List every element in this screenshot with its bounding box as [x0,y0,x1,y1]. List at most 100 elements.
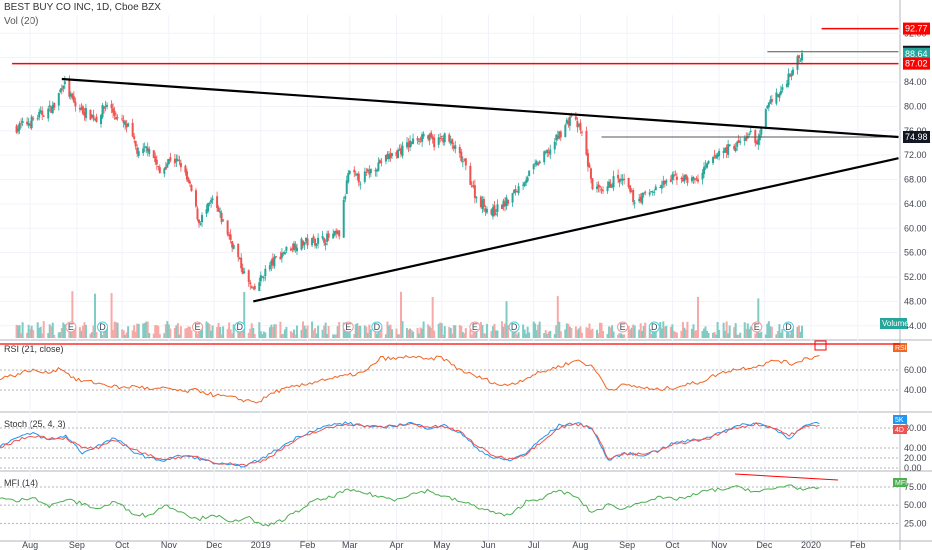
event-marker-label: E [194,322,200,332]
candle-body [484,208,487,212]
candle-body [90,114,93,118]
volume-bar [674,332,677,338]
candle-body [357,173,360,183]
volume-bar [228,322,231,338]
candle-body [674,174,677,176]
candle-body [32,118,35,120]
volume-bar [187,326,190,338]
volume-bar [770,326,773,338]
volume-bar [68,331,71,338]
volume-bar [796,326,799,338]
candle-body [410,141,413,145]
volume-bar [439,322,442,338]
triangle-trendline [61,77,899,139]
candle-body [579,122,582,131]
candle-body [262,277,265,279]
volume-bar [262,331,265,338]
candle-body [522,184,525,186]
candle-body [142,148,145,154]
volume-bar [166,321,169,338]
candle-body [743,138,746,141]
volume-bar [300,329,303,338]
volume-bar [523,329,526,338]
volume-bar [507,325,510,338]
volume-bar [778,324,781,338]
volume-bar [74,328,77,338]
volume-bar [366,333,369,338]
volume-bar [461,332,464,338]
volume-bar [651,331,654,338]
volume-bar [264,332,267,338]
volume-bar [133,325,136,338]
candle-body [83,112,86,116]
candle-body [779,90,782,95]
candle-body [491,207,494,217]
volume-bar [279,321,282,338]
candle-body [781,87,784,90]
candle-body [356,173,359,176]
volume-bar [27,324,30,338]
candle-body [51,104,54,113]
volume-bar [104,325,107,338]
volume-bar [231,333,234,338]
volume-bar [683,327,686,338]
volume-bar [418,333,421,338]
candle-body [481,200,484,210]
candle-body [787,73,790,86]
candle-body [68,80,71,97]
candle-body [764,109,767,129]
volume-bar [443,326,446,338]
candle-body [567,121,570,125]
volume-bar [513,331,516,338]
candle-body [412,138,415,144]
volume-bar [537,324,540,338]
candle-body [110,104,113,109]
stoch-d-label: 4D [895,427,904,434]
candle-body [618,178,621,183]
candle-body [558,131,561,139]
candle-body [302,240,305,246]
stoch-pane-title: Stoch (25, 4, 3) [4,419,66,429]
candle-body [47,108,50,119]
candle-body [332,233,335,239]
candle-body [660,184,663,189]
candle-body [185,171,188,180]
candle-body [400,148,403,155]
volume-bar [148,333,151,338]
candle-body [167,159,170,164]
candle-body [648,192,651,195]
candle-body [493,205,496,215]
volume-bar [754,333,757,338]
volume-bar [216,327,219,338]
volume-bar [125,332,128,338]
volume-bar [131,330,134,338]
candle-body [232,244,235,249]
volume-bar [93,293,96,338]
event-marker-label: E [345,322,351,332]
candle-body [790,73,793,77]
candle-body [89,109,92,120]
candle-body [692,176,695,180]
candle-body [124,121,127,125]
candle-body [704,165,707,167]
candle-body [749,130,752,132]
candle-body [103,107,106,109]
price-tick-label: 76.00 [904,126,927,136]
volume-bar [758,332,761,338]
candle-body [100,115,103,125]
candle-body [568,116,571,126]
candle-body [739,141,742,143]
volume-bar [695,330,698,338]
candle-body [387,154,390,160]
volume-bar [479,322,482,338]
volume-bar [553,334,556,338]
candle-body [93,118,96,120]
candle-body [15,125,18,133]
volume-bar [274,324,277,338]
volume-bar [638,329,641,338]
candle-body [642,192,645,195]
stoch-tick-label: 80.00 [904,423,927,433]
candle-body [216,196,219,209]
time-tick-label: Oct [115,540,130,550]
